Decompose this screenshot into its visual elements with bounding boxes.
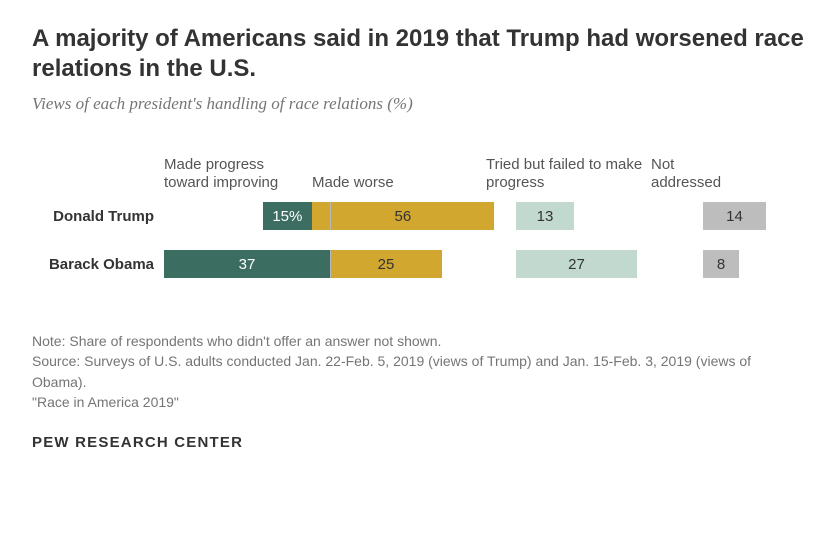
bar-worse: 56 — [312, 202, 494, 230]
bar-progress: 37 — [164, 250, 330, 278]
bar-group-diverging: 15%56 — [164, 202, 494, 230]
row-label: Donald Trump — [32, 208, 164, 225]
rows-container: Donald Trump15%561314Barack Obama3725278 — [32, 198, 808, 282]
chart-notes: Note: Share of respondents who didn't of… — [32, 331, 808, 412]
source-text: Source: Surveys of U.S. adults conducted… — [32, 351, 808, 392]
col-label-progress: Made progress toward improving — [164, 156, 312, 192]
col-label-not-addressed: Not addressed — [651, 156, 741, 192]
report-text: "Race in America 2019" — [32, 392, 808, 412]
bar-group-tried: 13 — [516, 202, 681, 230]
bar-not-addressed: 8 — [703, 250, 739, 278]
axis-line — [330, 202, 331, 230]
data-row: Barack Obama3725 27 8 — [32, 246, 808, 282]
bar-not-addressed: 14 — [703, 202, 766, 230]
bar-group-diverging: 3725 — [164, 250, 494, 278]
col-label-tried: Tried but failed to make progress — [486, 156, 651, 192]
data-row: Donald Trump15%561314 — [32, 198, 808, 234]
bar-group-not-addressed: 8 — [703, 250, 783, 278]
row-label: Barack Obama — [32, 256, 164, 273]
column-labels-row: Made progress toward improving Made wors… — [32, 142, 808, 192]
bar-progress: 15% — [263, 202, 312, 230]
note-text: Note: Share of respondents who didn't of… — [32, 331, 808, 351]
bar-group-not-addressed: 14 — [703, 202, 783, 230]
bar-tried: 13 — [516, 202, 574, 230]
chart-area: Made progress toward improving Made wors… — [32, 142, 808, 307]
col-label-worse: Made worse — [312, 174, 486, 192]
bar-worse: 25 — [330, 250, 442, 278]
chart-title: A majority of Americans said in 2019 tha… — [32, 24, 808, 84]
footer-brand: PEW RESEARCH CENTER — [32, 434, 808, 451]
axis-line — [330, 250, 331, 278]
bar-group-tried: 27 — [516, 250, 681, 278]
bar-tried: 27 — [516, 250, 637, 278]
chart-subtitle: Views of each president's handling of ra… — [32, 94, 808, 114]
